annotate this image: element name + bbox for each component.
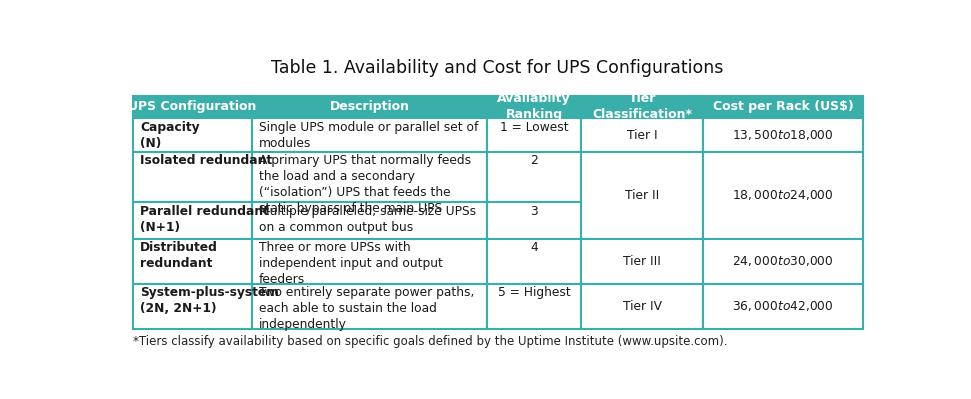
Text: $18,000 to $24,000: $18,000 to $24,000 bbox=[732, 188, 834, 202]
Text: $36,000 to $42,000: $36,000 to $42,000 bbox=[732, 300, 834, 314]
Text: Tier I: Tier I bbox=[627, 128, 657, 142]
Text: Multiple paralleled, same-size UPSs
on a common output bus: Multiple paralleled, same-size UPSs on a… bbox=[259, 205, 477, 234]
Bar bbox=[581, 239, 703, 284]
Bar bbox=[133, 95, 251, 118]
Text: Tier IV: Tier IV bbox=[622, 300, 661, 313]
Bar bbox=[133, 152, 251, 202]
Bar bbox=[251, 284, 487, 329]
Text: 1 = Lowest: 1 = Lowest bbox=[500, 120, 568, 134]
Text: Distributed
redundant: Distributed redundant bbox=[140, 241, 218, 271]
Bar bbox=[251, 95, 487, 118]
Text: Two entirely separate power paths,
each able to sustain the load
independently: Two entirely separate power paths, each … bbox=[259, 286, 475, 332]
Text: *Tiers classify availability based on specific goals defined by the Uptime Insti: *Tiers classify availability based on sp… bbox=[133, 334, 727, 348]
Bar bbox=[703, 284, 862, 329]
Text: Availabilty
Ranking: Availabilty Ranking bbox=[497, 92, 571, 121]
Text: Tier III: Tier III bbox=[623, 255, 661, 268]
Bar bbox=[487, 202, 581, 239]
Text: Tier II: Tier II bbox=[625, 189, 659, 202]
Text: A primary UPS that normally feeds
the load and a secondary
(“isolation”) UPS tha: A primary UPS that normally feeds the lo… bbox=[259, 154, 471, 215]
Bar bbox=[487, 239, 581, 284]
Bar bbox=[133, 284, 251, 329]
Text: 5 = Highest: 5 = Highest bbox=[498, 286, 571, 299]
Text: UPS Configuration: UPS Configuration bbox=[128, 101, 256, 113]
Text: Single UPS module or parallel set of
modules: Single UPS module or parallel set of mod… bbox=[259, 120, 479, 150]
Bar bbox=[487, 284, 581, 329]
Text: Capacity
(N): Capacity (N) bbox=[140, 120, 200, 150]
Bar bbox=[133, 118, 251, 152]
Bar bbox=[487, 95, 581, 118]
Bar bbox=[487, 118, 581, 152]
Text: Cost per Rack (US$): Cost per Rack (US$) bbox=[713, 101, 854, 113]
Bar bbox=[487, 152, 581, 202]
Bar bbox=[251, 118, 487, 152]
Text: Parallel redundant
(N+1): Parallel redundant (N+1) bbox=[140, 205, 269, 234]
Bar bbox=[133, 239, 251, 284]
Bar bbox=[581, 152, 703, 239]
Text: Table 1. Availability and Cost for UPS Configurations: Table 1. Availability and Cost for UPS C… bbox=[272, 59, 723, 77]
Bar bbox=[703, 95, 862, 118]
Bar bbox=[703, 118, 862, 152]
Bar bbox=[251, 239, 487, 284]
Text: 3: 3 bbox=[530, 205, 538, 218]
Text: Three or more UPSs with
independent input and output
feeders: Three or more UPSs with independent inpu… bbox=[259, 241, 443, 286]
Text: 2: 2 bbox=[530, 154, 538, 167]
Bar bbox=[251, 152, 487, 202]
Text: $24,000 to $30,000: $24,000 to $30,000 bbox=[732, 255, 834, 269]
Text: $13,500 to $18,000: $13,500 to $18,000 bbox=[732, 128, 834, 142]
Bar bbox=[133, 202, 251, 239]
Text: Description: Description bbox=[329, 101, 410, 113]
Text: 4: 4 bbox=[530, 241, 538, 254]
Text: Isolated redundant: Isolated redundant bbox=[140, 154, 272, 167]
Bar bbox=[251, 202, 487, 239]
Bar bbox=[581, 95, 703, 118]
Bar bbox=[703, 239, 862, 284]
Bar bbox=[581, 284, 703, 329]
Bar bbox=[703, 152, 862, 239]
Bar bbox=[581, 118, 703, 152]
Text: System-plus-system
(2N, 2N+1): System-plus-system (2N, 2N+1) bbox=[140, 286, 279, 315]
Text: Tier
Classification*: Tier Classification* bbox=[592, 92, 692, 121]
